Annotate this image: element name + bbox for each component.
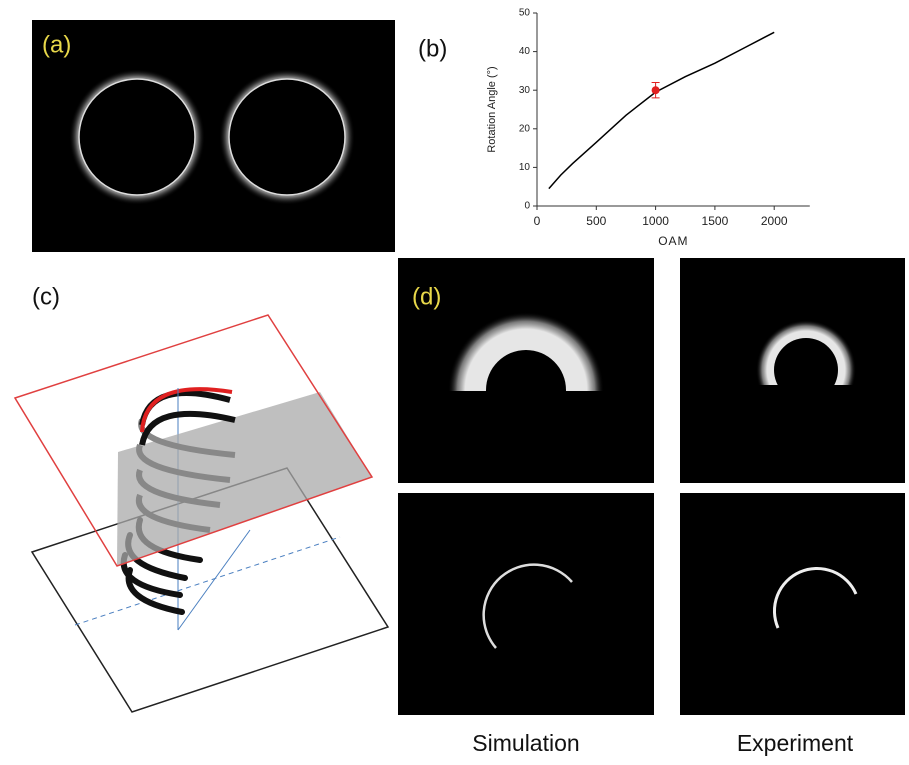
y-tick-label: 40 xyxy=(519,46,531,57)
x-tick-label: 0 xyxy=(534,214,541,228)
figure: (a) (b) 010203040500500100015002000OAMRo… xyxy=(0,0,909,760)
data-point xyxy=(652,86,660,94)
panel-label: (b) xyxy=(418,35,447,62)
y-tick-label: 20 xyxy=(519,123,531,134)
x-tick-label: 1000 xyxy=(642,214,669,228)
caption: Simulation xyxy=(472,730,579,756)
panel-label: (d) xyxy=(412,283,441,310)
panel-a: (a) xyxy=(32,20,395,252)
x-tick-label: 1500 xyxy=(702,214,729,228)
panel-c: (c) xyxy=(15,283,388,712)
x-tick-label: 500 xyxy=(586,214,606,228)
y-tick-label: 0 xyxy=(524,201,530,212)
y-tick-label: 30 xyxy=(519,85,531,96)
x-tick-label: 2000 xyxy=(761,214,788,228)
panel-label: (a) xyxy=(42,31,71,58)
caption: Experiment xyxy=(737,730,854,756)
y-tick-label: 50 xyxy=(519,8,531,19)
panel-label: (c) xyxy=(32,283,60,310)
y-axis-label: Rotation Angle (°) xyxy=(486,66,498,152)
y-tick-label: 10 xyxy=(519,162,531,173)
panel-d: (d) Simulation Experiment xyxy=(398,258,905,756)
curve xyxy=(549,32,774,188)
x-axis-label: OAM xyxy=(658,234,688,248)
